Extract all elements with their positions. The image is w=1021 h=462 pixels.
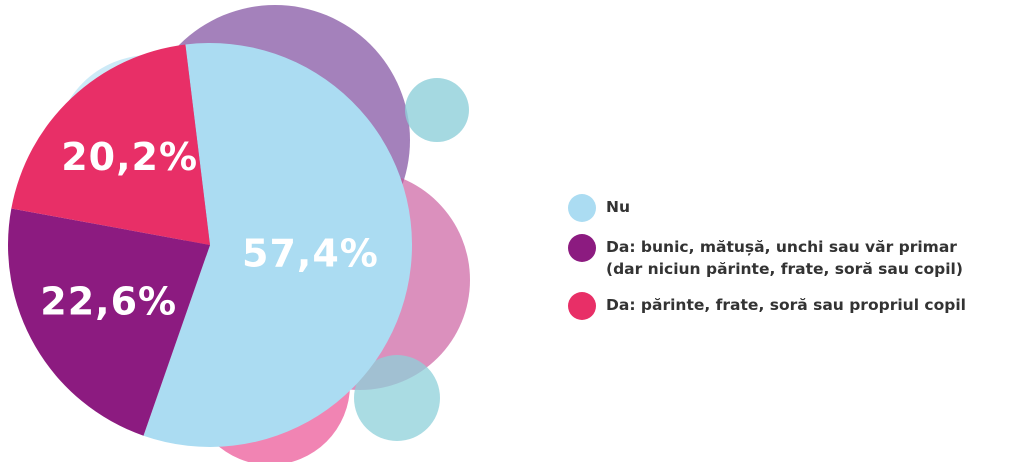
data-label: 22,6% bbox=[40, 279, 177, 323]
data-label: 20,2% bbox=[61, 135, 198, 179]
pie-slice bbox=[143, 42, 413, 447]
legend-swatch bbox=[568, 234, 596, 262]
bubble bbox=[354, 355, 440, 441]
legend-label: Da: părinte, frate, soră sau propriul co… bbox=[606, 296, 966, 314]
bubble bbox=[405, 78, 469, 142]
pie-slice bbox=[11, 44, 210, 245]
legend-swatch bbox=[568, 194, 596, 222]
legend-swatch bbox=[568, 292, 596, 320]
legend-label: Nu bbox=[606, 198, 631, 216]
pie-slice bbox=[8, 208, 210, 436]
legend-item: Da: bunic, mătușă, unchi sau văr primar … bbox=[568, 234, 1018, 280]
legend-item: Nu bbox=[568, 194, 1018, 222]
data-label: 57,4% bbox=[242, 231, 379, 275]
pie: 57,4% 22,6% 20,2% bbox=[8, 42, 413, 447]
legend-item: Da: părinte, frate, soră sau propriul co… bbox=[568, 292, 1018, 320]
legend-label: Da: bunic, mătușă, unchi sau văr primar … bbox=[606, 238, 963, 278]
legend: Nu Da: bunic, mătușă, unchi sau văr prima… bbox=[568, 194, 1018, 334]
